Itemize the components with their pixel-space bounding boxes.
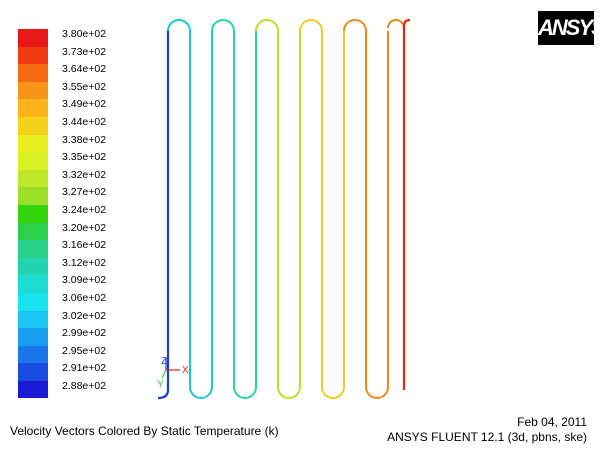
color-legend-label: 2.88e+02	[62, 380, 107, 392]
color-legend-swatch	[18, 257, 48, 276]
color-legend-label: 2.91e+02	[62, 362, 107, 375]
tube-segment	[299, 19, 323, 32]
axis-z-label: Z	[161, 356, 167, 367]
tube-segment	[211, 19, 235, 32]
color-legend-swatch	[18, 29, 48, 47]
figure-caption-meta: Feb 04, 2011 ANSYS FLUENT 12.1 (3d, pbns…	[387, 415, 587, 445]
color-legend-label: 3.09e+02	[62, 274, 107, 287]
color-legend-bar	[18, 29, 48, 399]
color-legend-label: 3.44e+02	[62, 116, 107, 128]
color-legend-swatch	[18, 64, 48, 82]
color-legend-label: 3.06e+02	[62, 292, 107, 304]
color-legend-label: 3.12e+02	[62, 256, 107, 269]
figure-caption-title: Velocity Vectors Colored By Static Tempe…	[10, 424, 279, 438]
tube-segment	[343, 19, 367, 32]
color-legend-swatch	[18, 204, 48, 223]
color-legend-swatch	[18, 380, 48, 399]
caption-date: Feb 04, 2011	[517, 415, 587, 429]
color-legend-swatch	[18, 81, 48, 100]
color-legend-swatch	[18, 134, 48, 153]
color-legend-label: 2.95e+02	[62, 344, 107, 357]
tube-segment	[157, 30, 170, 400]
color-legend-swatch	[18, 345, 48, 364]
color-legend-swatch	[18, 46, 48, 65]
color-legend-label: 2.99e+02	[62, 327, 107, 340]
color-legend-label: 3.24e+02	[62, 204, 107, 216]
tube-segment	[189, 386, 213, 399]
tube-segment	[255, 19, 279, 32]
tube-segment	[387, 19, 405, 29]
color-legend-swatch	[18, 152, 48, 170]
color-legend-swatch	[18, 240, 48, 258]
color-legend-label: 3.38e+02	[62, 133, 107, 146]
color-legend-swatch	[18, 310, 48, 329]
color-legend-swatch	[18, 99, 48, 117]
tube-segment	[277, 386, 301, 399]
color-legend-swatch	[18, 169, 48, 188]
tube-segment	[321, 386, 345, 399]
color-legend-label: 3.49e+02	[62, 98, 107, 111]
tube-segment	[365, 386, 389, 399]
tube-segment	[167, 19, 191, 32]
color-legend-swatch	[18, 328, 48, 346]
color-legend-swatch	[18, 116, 48, 135]
tube-segment	[402, 18, 411, 390]
color-legend-label: 3.64e+02	[62, 63, 107, 76]
caption-software: ANSYS FLUENT 12.1 (3d, pbns, ske)	[387, 430, 587, 444]
ansys-logo: ANSYS	[538, 11, 603, 45]
axis-triad: Z X Y	[157, 356, 189, 390]
color-legend-label: 3.55e+02	[62, 80, 107, 93]
color-legend-swatch	[18, 222, 48, 241]
axis-y-label: Y	[157, 379, 164, 390]
color-legend-swatch	[18, 292, 48, 311]
color-legend-label: 3.32e+02	[62, 168, 107, 181]
color-legend-swatch	[18, 187, 48, 205]
color-legend-label: 3.27e+02	[62, 186, 107, 199]
color-legend-swatch	[18, 363, 48, 381]
color-legend-swatch	[18, 275, 48, 293]
axis-y-line	[161, 369, 167, 379]
color-legend-label: 3.80e+02	[62, 28, 107, 40]
axis-x-label: X	[182, 365, 189, 376]
color-legend-label: 3.35e+02	[62, 151, 107, 164]
color-legend-label: 3.20e+02	[62, 221, 107, 234]
color-legend-label: 3.16e+02	[62, 239, 107, 252]
tube-segment	[233, 386, 257, 399]
color-legend-label: 3.73e+02	[62, 45, 107, 58]
color-legend-label: 3.02e+02	[62, 309, 107, 322]
